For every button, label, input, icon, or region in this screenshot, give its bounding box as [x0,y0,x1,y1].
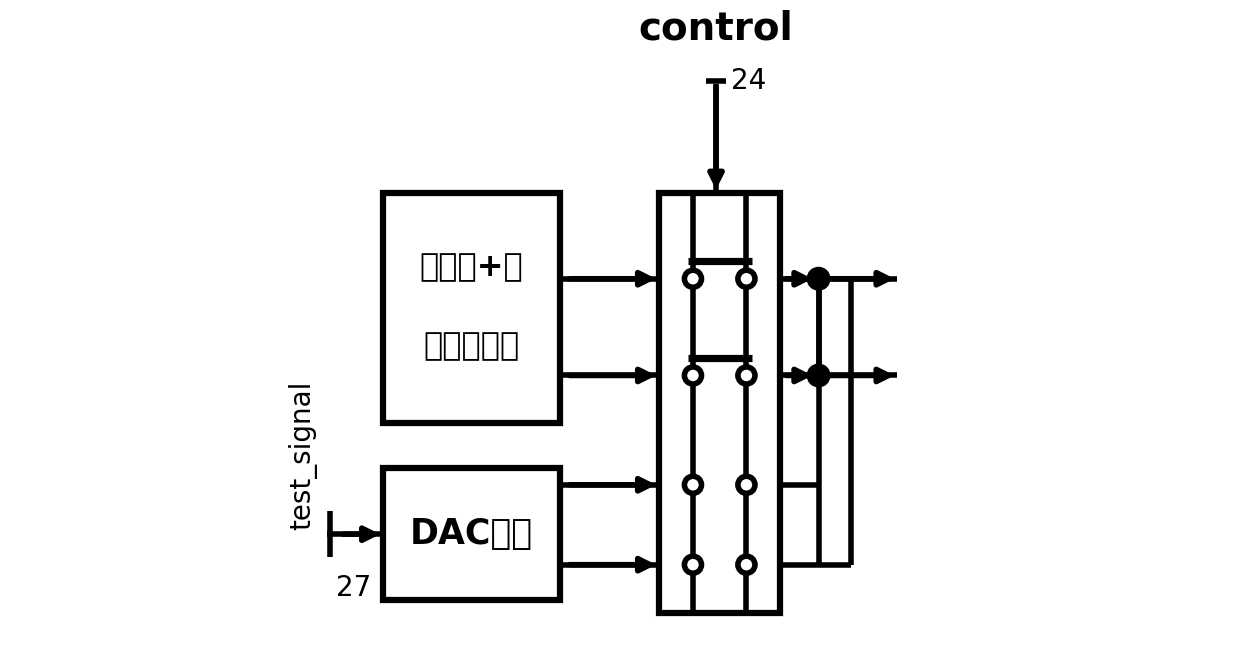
Text: DAC电路: DAC电路 [410,517,533,551]
Circle shape [738,476,755,494]
Circle shape [738,367,755,384]
Circle shape [684,476,701,494]
Circle shape [684,556,701,573]
Circle shape [809,269,828,288]
Text: 27: 27 [336,574,370,602]
Bar [383,193,560,422]
Bar [383,468,560,600]
Bar [659,193,781,613]
Circle shape [809,366,828,385]
Circle shape [738,270,755,287]
Circle shape [738,556,755,573]
Text: control: control [638,10,793,48]
Text: 24: 24 [731,67,766,95]
Text: 置放大电路: 置放大电路 [424,331,520,362]
Circle shape [684,367,701,384]
Text: 传感器+前: 传感器+前 [420,253,524,283]
Circle shape [684,270,701,287]
Text: test_signal: test_signal [289,381,317,530]
